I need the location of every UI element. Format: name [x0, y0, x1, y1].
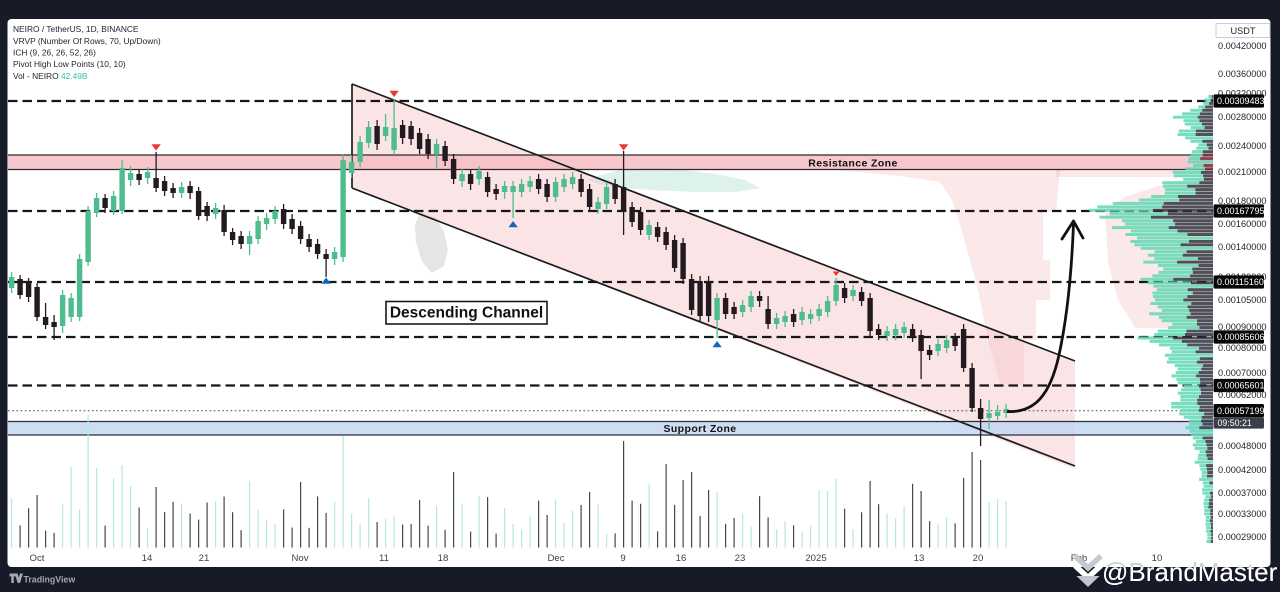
svg-text:0.00105000: 0.00105000 — [1218, 295, 1267, 305]
svg-text:@BrandMaster: @BrandMaster — [1102, 557, 1278, 587]
svg-text:Nov: Nov — [291, 553, 308, 564]
svg-text:0.00280000: 0.00280000 — [1218, 112, 1267, 122]
svg-text:0.00048000: 0.00048000 — [1218, 441, 1267, 451]
svg-text:ICH (9, 26, 26, 52, 26): ICH (9, 26, 26, 52, 26) — [13, 47, 96, 57]
svg-text:USDT: USDT — [1230, 26, 1255, 36]
svg-text:9: 9 — [620, 553, 625, 564]
svg-text:20: 20 — [973, 553, 984, 564]
svg-text:13: 13 — [914, 553, 925, 564]
svg-text:0.00140000: 0.00140000 — [1218, 242, 1267, 252]
svg-text:0.00042000: 0.00042000 — [1218, 465, 1267, 475]
svg-text:0.00360000: 0.00360000 — [1218, 69, 1267, 79]
svg-text:0.00115160: 0.00115160 — [1217, 277, 1264, 287]
svg-text:TradingView: TradingView — [24, 575, 76, 585]
svg-text:11: 11 — [379, 553, 389, 564]
svg-text:0.00420000: 0.00420000 — [1218, 41, 1267, 51]
svg-text:@BrandMaster: @BrandMaster — [1102, 557, 1278, 587]
svg-text:0.00062000: 0.00062000 — [1218, 390, 1267, 400]
svg-text:0.00309483: 0.00309483 — [1217, 96, 1265, 106]
svg-text:0.00029000: 0.00029000 — [1218, 532, 1267, 542]
svg-text:0.00033000: 0.00033000 — [1218, 509, 1267, 519]
svg-text:10: 10 — [1152, 553, 1163, 564]
svg-text:14: 14 — [142, 553, 153, 564]
svg-text:2025: 2025 — [805, 553, 826, 564]
svg-text:Resistance Zone: Resistance Zone — [808, 158, 897, 170]
svg-text:0.00160000: 0.00160000 — [1218, 219, 1267, 229]
svg-text:VRVP (Number Of Rows, 70, Up/D: VRVP (Number Of Rows, 70, Up/Down) — [13, 36, 161, 46]
svg-text:0.00080000: 0.00080000 — [1218, 343, 1267, 353]
svg-text:0.00180000: 0.00180000 — [1218, 196, 1267, 206]
svg-text:0.00090000: 0.00090000 — [1218, 322, 1267, 332]
svg-text:Vol - NEIRO 42.49B: Vol - NEIRO 42.49B — [13, 71, 88, 81]
svg-text:Pivot High Low Points (10, 10): Pivot High Low Points (10, 10) — [13, 59, 126, 69]
svg-text:0.00037000: 0.00037000 — [1218, 488, 1267, 498]
svg-text:0.00057199: 0.00057199 — [1217, 406, 1265, 416]
svg-text:NEIRO / TetherUS, 1D, BINANCE: NEIRO / TetherUS, 1D, BINANCE — [13, 24, 139, 34]
svg-text:23: 23 — [735, 553, 746, 564]
svg-text:0.00085606: 0.00085606 — [1217, 332, 1265, 342]
svg-text:16: 16 — [676, 553, 687, 564]
svg-text:Support Zone: Support Zone — [663, 423, 736, 435]
svg-text:0.00070000: 0.00070000 — [1218, 368, 1267, 378]
svg-text:0.00240000: 0.00240000 — [1218, 141, 1267, 151]
svg-text:18: 18 — [438, 553, 449, 564]
svg-text:Oct: Oct — [30, 553, 45, 564]
svg-text:0.00065601: 0.00065601 — [1217, 381, 1265, 391]
svg-text:Descending Channel: Descending Channel — [390, 305, 543, 322]
svg-text:21: 21 — [199, 553, 210, 564]
svg-text:0.00210000: 0.00210000 — [1218, 167, 1267, 177]
svg-text:Dec: Dec — [547, 553, 564, 564]
svg-text:09:50:21: 09:50:21 — [1218, 418, 1252, 428]
svg-text:0.00320000: 0.00320000 — [1218, 89, 1267, 99]
svg-text:0.00167795: 0.00167795 — [1217, 206, 1265, 216]
